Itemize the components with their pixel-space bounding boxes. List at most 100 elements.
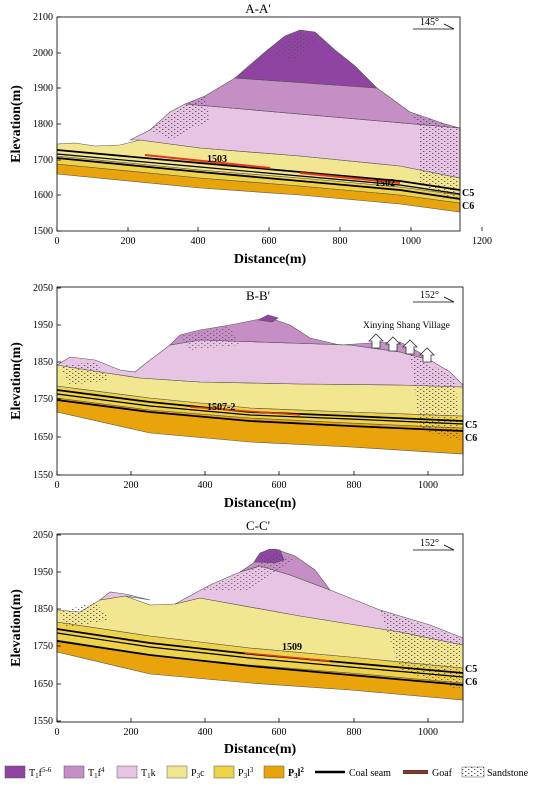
legend-swatch-t1f4 bbox=[63, 765, 85, 779]
panel-label: 1507-2 bbox=[207, 402, 235, 413]
x-tick-label: 600 bbox=[262, 236, 277, 247]
y-tick-label: 2050 bbox=[33, 283, 53, 294]
seam-label-c6: C6 bbox=[465, 677, 477, 688]
y-tick-label: 1550 bbox=[33, 716, 53, 727]
y-tick-label: 1650 bbox=[33, 679, 53, 690]
y-tick-label: 1650 bbox=[33, 432, 53, 443]
x-tick-label: 800 bbox=[347, 480, 362, 491]
x-tick-label: 800 bbox=[333, 236, 348, 247]
orientation-label: 145° bbox=[420, 17, 439, 28]
sandstone-c-mid bbox=[200, 552, 295, 590]
panel-label: 1503 bbox=[207, 154, 227, 165]
house-icon bbox=[368, 333, 435, 363]
x-tick-label: 400 bbox=[191, 236, 206, 247]
y-tick-label: 2100 bbox=[33, 12, 53, 23]
x-tick-label: 200 bbox=[121, 236, 136, 247]
legend-label-t1k: T1k bbox=[141, 768, 156, 780]
y-axis-label: Elevation(m) bbox=[9, 342, 24, 420]
seam-label-c5: C5 bbox=[462, 188, 474, 199]
coal-seam-c5b-b bbox=[56, 393, 464, 425]
y-tick-label: 1750 bbox=[33, 641, 53, 652]
coal-seam-c5b-c bbox=[56, 632, 464, 678]
x-tick-label: 400 bbox=[198, 480, 213, 491]
x-tick-label: 1000 bbox=[418, 727, 438, 738]
legend-swatch-t1k bbox=[116, 765, 138, 779]
sandstone-a-left bbox=[150, 96, 210, 140]
x-axis-label: Distance(m) bbox=[224, 742, 297, 757]
legend-label-p3l3: P3l3 bbox=[238, 766, 254, 780]
x-tick-label: 0 bbox=[55, 727, 60, 738]
y-tick-label: 1850 bbox=[33, 604, 53, 615]
legend: T1f5-6 T1f4 T1k P3c P3l3 P3l2 Coal seam … bbox=[4, 765, 529, 780]
x-tick-label: 0 bbox=[55, 480, 60, 491]
legend-swatch-p3c bbox=[166, 765, 188, 779]
y-tick-label: 1550 bbox=[33, 470, 53, 481]
sandstone-a-right bbox=[410, 112, 458, 200]
section-c: 1550 1650 1750 1850 1950 2050 0 200 400 … bbox=[9, 518, 477, 757]
x-tick-label: 200 bbox=[124, 480, 139, 491]
coal-seam-c6-c bbox=[56, 640, 464, 686]
coal-seam-c5-a bbox=[56, 149, 461, 191]
y-axis-label: Elevation(m) bbox=[9, 85, 24, 163]
legend-label-coal: Coal seam bbox=[349, 768, 391, 779]
section-title: B-B' bbox=[246, 288, 270, 303]
coal-seam-c6-b bbox=[56, 399, 464, 432]
goaf-1507-2 bbox=[189, 406, 301, 416]
north-arrow-b: 152° bbox=[413, 290, 455, 303]
legend-swatch-p3l3 bbox=[213, 765, 235, 779]
sandstone-b-mid bbox=[180, 326, 240, 350]
x-tick-label: 800 bbox=[347, 727, 362, 738]
y-tick-label: 1950 bbox=[33, 567, 53, 578]
x-ticks-c bbox=[56, 718, 429, 722]
legend-label-t1f4: T1f4 bbox=[88, 766, 105, 780]
y-ticks-a bbox=[57, 16, 61, 232]
legend-label-p3c: P3c bbox=[191, 768, 205, 780]
seam-label-c6: C6 bbox=[465, 433, 477, 444]
y-tick-label: 1850 bbox=[33, 357, 53, 368]
layer-t1f56-a bbox=[234, 29, 378, 89]
plot-frame-c bbox=[56, 533, 464, 723]
y-tick-label: 1950 bbox=[33, 320, 53, 331]
x-tick-label: 600 bbox=[272, 727, 287, 738]
layer-t1f56-b bbox=[257, 314, 279, 323]
x-axis-label: Distance(m) bbox=[224, 496, 297, 511]
coal-seam-c6-a bbox=[56, 157, 461, 200]
seam-label-c5: C5 bbox=[465, 664, 477, 675]
panel-label: 1502 bbox=[375, 178, 395, 189]
seam-label-c5: C5 bbox=[465, 420, 477, 431]
legend-label-p3l2: P3l2 bbox=[288, 766, 304, 780]
y-axis-label: Elevation(m) bbox=[9, 589, 24, 667]
legend-swatch-t1f56 bbox=[4, 765, 26, 779]
x-ticks-a bbox=[56, 227, 483, 231]
sandstone-a-peak bbox=[270, 32, 318, 60]
x-tick-label: 200 bbox=[124, 727, 139, 738]
y-tick-label: 2050 bbox=[33, 530, 53, 541]
y-tick-label: 1750 bbox=[33, 394, 53, 405]
legend-swatch-sandstone bbox=[461, 766, 485, 778]
x-ticks-b bbox=[56, 471, 429, 475]
seam-label-c6: C6 bbox=[462, 201, 474, 212]
panel-label: 1509 bbox=[282, 642, 302, 653]
section-title: A-A' bbox=[245, 1, 270, 16]
y-tick-label: 2000 bbox=[33, 48, 53, 59]
y-ticks-c bbox=[57, 534, 61, 722]
x-axis-label: Distance(m) bbox=[234, 252, 307, 267]
y-tick-label: 1800 bbox=[33, 119, 53, 130]
north-arrow-a: 145° bbox=[413, 17, 455, 30]
section-a: 1500 1600 1700 1800 1900 2000 2100 0 200… bbox=[9, 1, 492, 267]
x-tick-label: 600 bbox=[272, 480, 287, 491]
sandstone-c-left bbox=[60, 602, 110, 628]
y-tick-label: 1700 bbox=[33, 155, 53, 166]
layer-t1f4-a bbox=[184, 77, 461, 129]
x-tick-label: 0 bbox=[55, 236, 60, 247]
sandstone-c-right bbox=[380, 610, 460, 690]
north-arrow-c: 152° bbox=[413, 538, 455, 551]
section-title: C-C' bbox=[246, 518, 270, 533]
goaf-1509 bbox=[244, 652, 331, 662]
legend-label-goaf: Goaf bbox=[432, 768, 453, 779]
y-tick-label: 1500 bbox=[33, 226, 53, 237]
goaf-1502 bbox=[299, 172, 401, 184]
x-tick-label: 1000 bbox=[418, 480, 438, 491]
x-tick-label: 1200 bbox=[472, 236, 492, 247]
legend-label-sandstone: Sandstone bbox=[487, 768, 529, 779]
